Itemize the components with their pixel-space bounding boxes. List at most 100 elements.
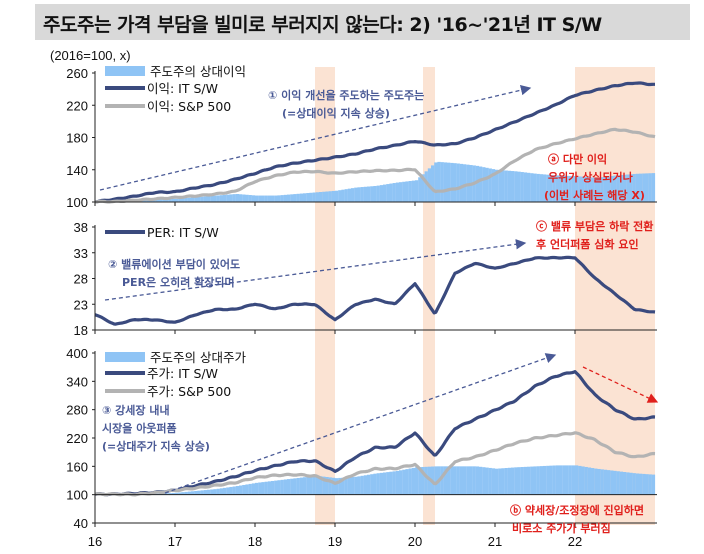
relative-bar — [440, 466, 444, 495]
relative-bar — [290, 478, 294, 495]
relative-bar — [411, 467, 416, 495]
relative-bar — [370, 186, 374, 202]
relative-bar — [293, 194, 297, 202]
relative-bar — [187, 197, 192, 202]
relative-bar — [511, 171, 515, 202]
relative-bar — [517, 467, 521, 495]
relative-bar — [405, 181, 409, 202]
relative-bar — [309, 192, 313, 202]
relative-bar — [575, 176, 579, 202]
relative-bar — [571, 176, 576, 202]
relative-bar — [395, 182, 400, 202]
relative-bar — [530, 466, 534, 495]
relative-bar — [533, 173, 537, 202]
relative-bar — [312, 192, 316, 202]
relative-bar — [287, 479, 291, 495]
relative-bar — [354, 187, 358, 202]
series-line-PER: IT S/W — [94, 255, 656, 326]
relative-bar — [277, 195, 281, 202]
relative-bar — [258, 482, 262, 495]
relative-bar — [623, 472, 627, 495]
relative-bar — [584, 466, 588, 495]
legend-2: PER: IT S/W — [105, 225, 219, 240]
relative-bar — [232, 486, 236, 495]
annotation: PER은 오히려 확장되며 — [122, 275, 235, 289]
relative-bar — [389, 471, 393, 495]
relative-bar — [565, 465, 569, 495]
relative-bar — [274, 480, 278, 495]
legend-label: 주도주의 상대주가 — [150, 350, 246, 365]
relative-bar — [213, 489, 217, 495]
relative-bar — [584, 176, 588, 202]
relative-bar — [261, 482, 265, 495]
relative-bar — [200, 490, 204, 495]
relative-bar — [223, 194, 227, 202]
relative-bar — [315, 192, 320, 202]
relative-bar — [578, 465, 582, 495]
relative-bar — [245, 484, 249, 495]
relative-bar — [239, 485, 243, 495]
relative-bar — [639, 173, 643, 202]
relative-bar — [645, 474, 649, 495]
annotation-red: 우위가 상실되거나 — [548, 170, 633, 184]
relative-bar — [475, 466, 480, 495]
relative-bar — [341, 477, 345, 495]
relative-bar — [331, 477, 336, 495]
relative-bar — [539, 174, 544, 202]
relative-bar — [488, 168, 492, 202]
relative-bar — [651, 173, 656, 202]
relative-bar — [223, 487, 227, 495]
relative-bar — [539, 466, 544, 495]
relative-bar — [392, 471, 396, 495]
page-title: 주도주는 가격 부담을 빌미로 부러지지 않는다: 2) '16~'21년 IT… — [43, 14, 602, 36]
relative-bar — [479, 466, 483, 495]
relative-bar — [175, 492, 179, 495]
relative-bar — [456, 466, 460, 495]
unit-label: (2016=100, x) — [50, 48, 131, 63]
relative-bar — [184, 491, 188, 495]
relative-bar — [315, 475, 320, 495]
relative-bar — [242, 484, 246, 495]
relative-bar — [501, 468, 505, 495]
relative-bar — [463, 164, 467, 202]
relative-bar — [280, 479, 284, 495]
relative-bar — [607, 470, 611, 495]
relative-bar — [578, 176, 582, 202]
relative-bar — [197, 196, 201, 202]
x-tick-label: 19 — [328, 534, 342, 549]
relative-bar — [168, 493, 172, 495]
relative-bar — [194, 490, 198, 495]
relative-bar — [184, 198, 188, 202]
y-tick-label: 23 — [74, 297, 88, 312]
relative-bar — [424, 466, 428, 495]
relative-bar — [191, 197, 195, 202]
annotation: ② 밸류에이션 부담이 있어도 — [108, 257, 240, 271]
y-tick-label: 220 — [66, 431, 88, 446]
relative-bar — [210, 195, 214, 202]
y-tick-label: 140 — [66, 163, 88, 178]
relative-bar — [347, 477, 352, 495]
legend-swatch — [105, 66, 145, 76]
y-tick-label: 340 — [66, 374, 88, 389]
relative-bar — [242, 194, 246, 202]
relative-bar — [485, 467, 489, 495]
relative-bar — [392, 183, 396, 202]
relative-bar — [203, 490, 208, 495]
x-tick-label: 22 — [568, 534, 582, 549]
relative-bar — [453, 466, 457, 495]
y-tick-label: 100 — [66, 488, 88, 503]
relative-bar — [581, 176, 585, 202]
relative-bar — [261, 195, 265, 202]
relative-bar — [395, 470, 400, 495]
relative-bar — [555, 465, 560, 495]
relative-bar — [232, 194, 236, 202]
y-tick-label: 33 — [74, 246, 88, 261]
relative-bar — [450, 466, 454, 495]
relative-bar — [299, 193, 304, 202]
relative-bar — [229, 194, 233, 202]
relative-bar — [447, 162, 451, 202]
relative-bar — [264, 481, 268, 495]
relative-bar — [363, 186, 368, 202]
relative-bar — [415, 467, 419, 495]
relative-bar — [600, 469, 604, 495]
